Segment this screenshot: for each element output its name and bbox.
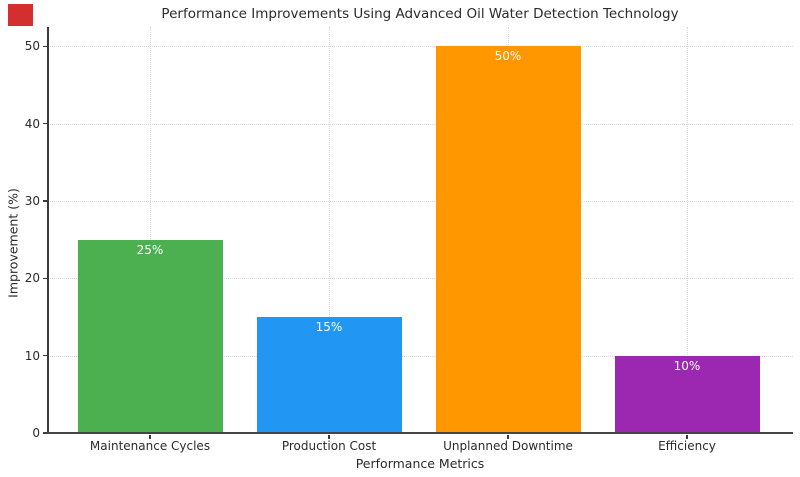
y-tick-label: 50 [24, 39, 40, 54]
y-tick-label: 30 [24, 194, 40, 208]
x-axis-title: Performance Metrics [355, 456, 485, 471]
y-tick-label: 20 [24, 271, 40, 286]
h-gridline [47, 355, 793, 357]
x-tick-label: Unplanned Downtime [443, 439, 573, 453]
y-tick-label: 40 [24, 116, 40, 131]
chart-title: Performance Improvements Using Advanced … [161, 6, 679, 22]
x-tick-mark [507, 434, 509, 439]
y-axis-spine [47, 27, 49, 433]
h-gridline [47, 278, 793, 280]
h-gridline [47, 46, 793, 48]
bar-value-label: 10% [673, 358, 701, 373]
bar: 50% [435, 46, 581, 433]
y-tick-label: 10 [24, 348, 40, 363]
plot-area: 25% 15% 50% 10% [47, 27, 793, 434]
y-tick-mark [43, 122, 47, 125]
bar: 15% [256, 317, 402, 433]
y-tick-mark [43, 45, 47, 48]
bar: 10% [614, 355, 760, 433]
v-gridline [150, 27, 151, 433]
bar-value-label: 25% [136, 242, 164, 257]
y-tick-mark [43, 200, 47, 202]
h-gridline [47, 123, 793, 125]
bar: 25% [77, 239, 223, 433]
y-tick-mark [43, 354, 47, 357]
x-tick-label: Maintenance Cycles [89, 439, 211, 453]
bar-value-label: 15% [315, 320, 343, 334]
red-highlight-box [8, 4, 33, 26]
v-gridline [687, 27, 688, 433]
x-axis-spine [47, 431, 793, 434]
x-tick-label: Efficiency [658, 439, 716, 453]
x-tick-mark [686, 434, 688, 439]
bar-value-label: 50% [494, 49, 522, 64]
y-tick-mark [43, 277, 47, 280]
y-tick-mark [43, 432, 47, 434]
x-tick-mark [328, 434, 330, 439]
x-tick-label: Production Cost [281, 439, 377, 453]
h-gridline [47, 201, 793, 202]
x-tick-mark [149, 434, 151, 439]
v-gridline [329, 27, 330, 433]
y-tick-label: 0 [32, 426, 40, 440]
